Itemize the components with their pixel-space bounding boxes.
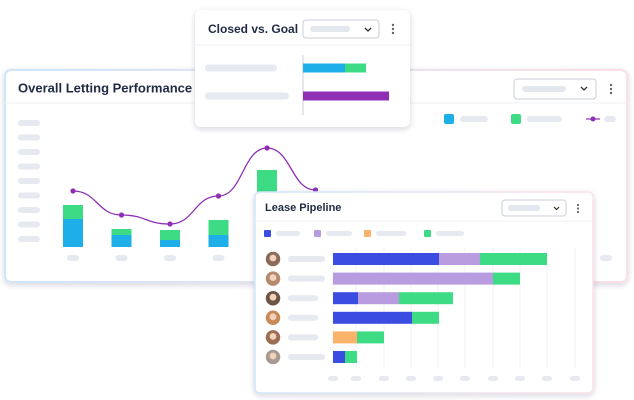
- placeholder: [604, 116, 616, 122]
- legend-swatch: [444, 114, 454, 124]
- bar-segment: [345, 63, 366, 73]
- bar-segment: [111, 229, 132, 235]
- bar-segment: [303, 63, 345, 73]
- bar-segment: [333, 351, 345, 363]
- menu[interactable]: [609, 83, 613, 95]
- placeholder: [18, 163, 40, 170]
- placeholder: [508, 205, 540, 211]
- placeholder: [406, 376, 416, 381]
- bar-segment: [333, 272, 493, 285]
- bar-segment: [303, 91, 389, 101]
- bar-segment: [357, 331, 384, 344]
- placeholder: [376, 231, 406, 236]
- chevron: [580, 86, 588, 91]
- legend-swatch: [364, 230, 371, 237]
- placeholder: [18, 134, 40, 141]
- legend-swatch: [511, 114, 521, 124]
- legend-swatch: [314, 230, 321, 237]
- placeholder: [488, 376, 498, 381]
- bar-segment: [493, 272, 520, 285]
- bar-segment: [333, 331, 357, 344]
- placeholder: [288, 256, 325, 262]
- bar-segment: [63, 219, 83, 247]
- legend-swatch: [424, 230, 431, 237]
- menu[interactable]: [391, 23, 395, 35]
- placeholder: [276, 231, 300, 236]
- placeholder: [164, 255, 176, 261]
- card-title: Closed vs. Goal: [208, 22, 298, 36]
- placeholder: [288, 334, 318, 341]
- avatar-face: [269, 333, 277, 340]
- legend-dot: [590, 116, 596, 122]
- placeholder: [18, 192, 40, 199]
- placeholder: [522, 86, 566, 92]
- closed-card: Closed vs. Goal: [195, 10, 410, 127]
- bar-segment: [208, 235, 229, 247]
- placeholder: [527, 116, 562, 122]
- bar-segment: [358, 292, 399, 305]
- bar-segment: [439, 253, 480, 265]
- trend-line: [72, 147, 316, 225]
- trend-point: [167, 221, 173, 227]
- placeholder: [205, 64, 277, 72]
- placeholder: [18, 221, 40, 228]
- placeholder: [436, 231, 464, 236]
- placeholder: [18, 178, 40, 184]
- avatar-face: [269, 352, 277, 360]
- placeholder: [288, 295, 318, 302]
- bar-segment: [111, 235, 132, 247]
- bar-segment: [333, 311, 412, 324]
- bar-segment: [63, 205, 83, 219]
- placeholder: [542, 376, 552, 381]
- placeholder: [67, 255, 79, 261]
- card-title: Lease Pipeline: [265, 202, 341, 214]
- placeholder: [18, 236, 40, 242]
- placeholder: [288, 275, 325, 282]
- bar-segment: [333, 292, 358, 305]
- placeholder: [18, 149, 40, 155]
- avatar-face: [269, 293, 277, 301]
- legend-swatch: [264, 230, 271, 237]
- bar-segment: [412, 311, 439, 324]
- placeholder: [18, 120, 40, 126]
- pipeline-card: Lease Pipeline: [254, 191, 594, 394]
- bar-segment: [333, 253, 439, 265]
- bar-segment: [399, 292, 453, 305]
- chevron: [364, 27, 372, 32]
- placeholder: [351, 376, 361, 381]
- bar-segment: [160, 230, 180, 240]
- placeholder: [115, 255, 128, 261]
- menu[interactable]: [576, 203, 580, 214]
- bar-segment: [208, 220, 229, 235]
- avatar-face: [269, 274, 277, 281]
- trend-point: [215, 193, 222, 199]
- placeholder: [460, 376, 470, 381]
- trend-point: [70, 188, 76, 194]
- bar-segment: [345, 351, 357, 363]
- placeholder: [600, 255, 612, 261]
- placeholder: [310, 26, 350, 32]
- trend-point: [264, 145, 270, 151]
- bar-segment: [480, 253, 547, 265]
- placeholder: [18, 207, 40, 213]
- placeholder: [460, 116, 488, 122]
- placeholder: [288, 354, 325, 360]
- placeholder: [326, 231, 352, 236]
- placeholder: [288, 314, 318, 321]
- bar-segment: [160, 240, 180, 247]
- avatar-face: [269, 313, 277, 321]
- trend-point: [118, 212, 125, 218]
- placeholder: [212, 255, 225, 261]
- placeholder: [205, 92, 289, 100]
- placeholder: [515, 376, 525, 381]
- chevron: [553, 206, 560, 211]
- card-title: Overall Letting Performance: [18, 80, 192, 95]
- placeholder: [328, 376, 338, 381]
- placeholder: [570, 376, 580, 381]
- placeholder: [379, 376, 389, 381]
- placeholder: [433, 376, 443, 381]
- avatar-face: [269, 254, 277, 262]
